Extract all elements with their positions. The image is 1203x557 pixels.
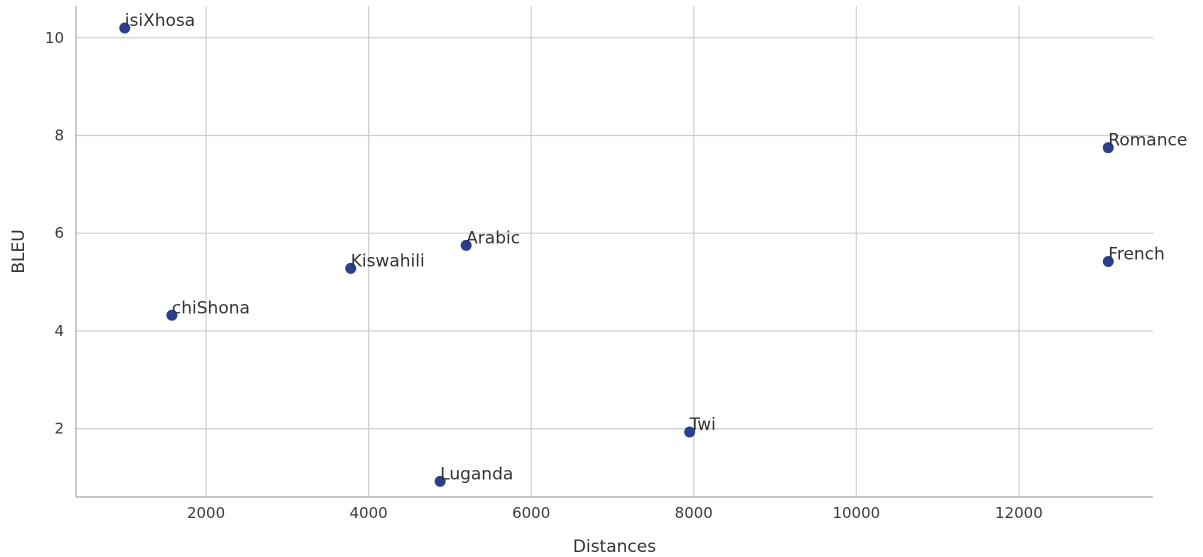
x-tick-label: 6000	[512, 504, 550, 522]
data-point	[345, 262, 357, 274]
data-point	[1102, 142, 1114, 154]
y-tick-label: 4	[54, 322, 64, 340]
point-label: Arabic	[466, 228, 520, 248]
data-point	[684, 426, 696, 438]
x-tick-label: 2000	[187, 504, 225, 522]
data-point	[1102, 256, 1114, 268]
grid-lines	[76, 6, 1153, 497]
y-tick-label: 6	[54, 224, 64, 242]
y-axis-title: BLEU	[9, 229, 29, 273]
x-tick-labels: 2000 4000 6000 8000 10000 12000	[187, 504, 1043, 522]
data-point	[434, 475, 446, 487]
point-label: isiXhosa	[125, 11, 195, 31]
y-tick-label: 10	[45, 29, 64, 47]
x-tick-label: 4000	[350, 504, 388, 522]
point-label: Twi	[689, 415, 716, 435]
x-tick-label: 10000	[832, 504, 880, 522]
y-tick-label: 8	[54, 126, 64, 144]
point-label: Luganda	[440, 464, 513, 484]
data-point	[166, 309, 178, 321]
y-tick-labels: 2 4 6 8 10	[45, 29, 64, 438]
y-tick-label: 2	[54, 420, 64, 438]
data-points	[119, 22, 1114, 487]
x-axis-title: Distances	[573, 537, 656, 557]
point-label: French	[1108, 245, 1165, 265]
point-label: Kiswahili	[351, 251, 425, 271]
x-tick-label: 12000	[995, 504, 1043, 522]
data-point	[119, 22, 131, 34]
point-label: chiShona	[172, 298, 250, 318]
data-point	[460, 239, 472, 251]
x-tick-label: 8000	[675, 504, 713, 522]
point-labels: isiXhosa Romance Arabic Kiswahili French chiS…	[125, 11, 1188, 484]
point-label: Romance	[1108, 131, 1187, 151]
